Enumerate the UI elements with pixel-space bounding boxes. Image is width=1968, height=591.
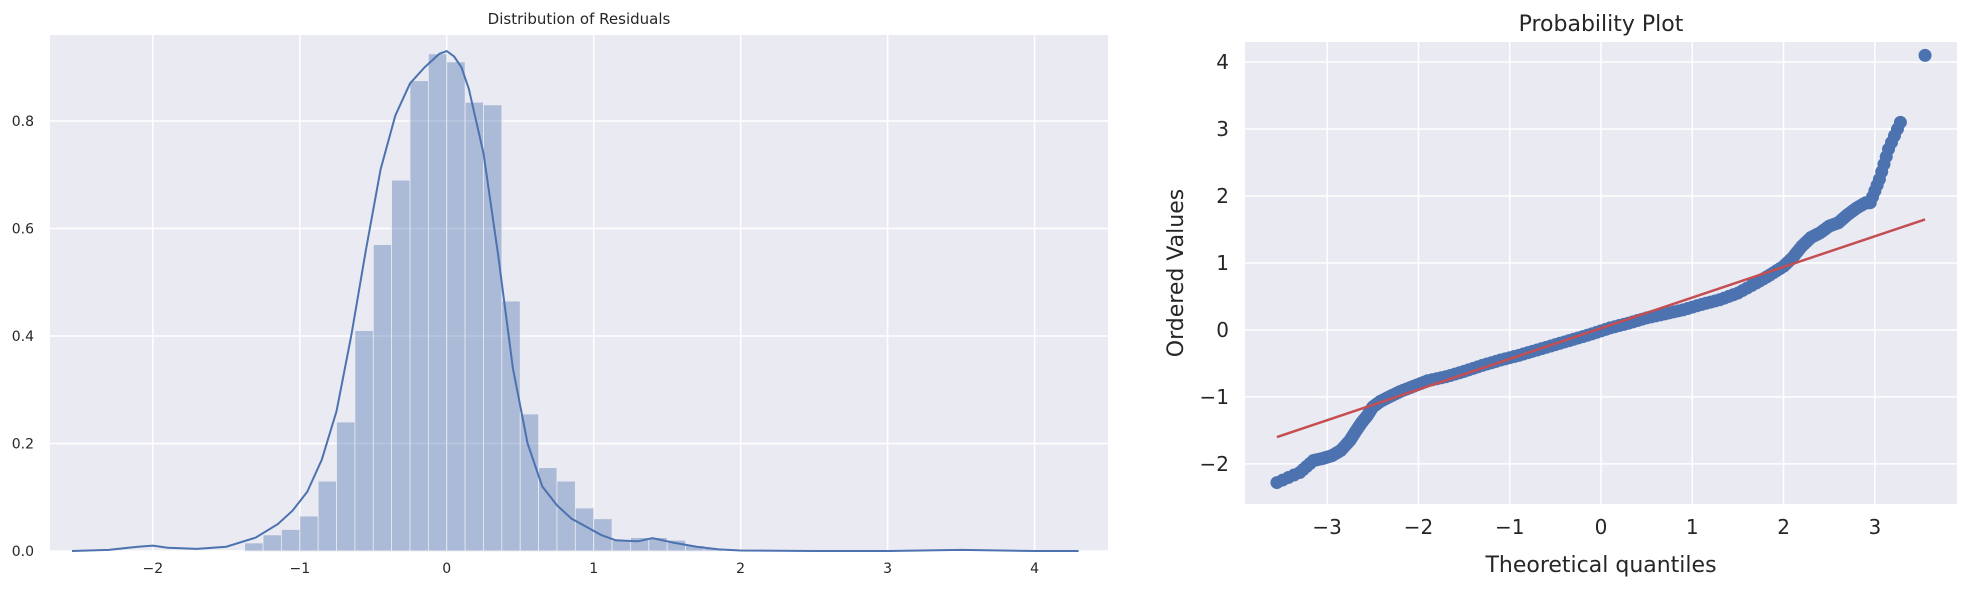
x-tick-label: −1 xyxy=(1495,515,1524,539)
histogram-bars xyxy=(244,53,723,552)
x-tick-label: −2 xyxy=(143,561,164,577)
histogram-bar xyxy=(354,330,374,552)
data-point xyxy=(1893,115,1907,129)
kde-curve xyxy=(71,49,1079,552)
chart-title: Probability Plot xyxy=(1519,12,1684,37)
gridlines xyxy=(1245,42,1957,504)
fit-line xyxy=(1276,218,1926,439)
x-tick-label: 0 xyxy=(442,561,451,577)
y-tick-label: 0 xyxy=(1216,318,1229,342)
x-tick-label: 4 xyxy=(1030,561,1039,577)
x-tick-label: −2 xyxy=(1404,515,1433,539)
histogram-bar xyxy=(501,300,521,552)
x-tick-label: 1 xyxy=(1686,515,1699,539)
y-tick-label: −1 xyxy=(1200,385,1229,409)
y-tick-label: 0.8 xyxy=(12,114,34,130)
histogram-bar xyxy=(538,467,558,552)
y-axis-label: Ordered Values xyxy=(1164,189,1189,357)
y-tick-labels: −2 −1 0 1 2 3 4 xyxy=(1200,50,1229,476)
y-tick-label: 2 xyxy=(1216,184,1229,208)
x-tick-label: 2 xyxy=(1777,515,1790,539)
histogram-bar xyxy=(372,244,393,552)
histogram-bar xyxy=(427,53,448,552)
y-tick-label: 0.4 xyxy=(12,329,34,345)
histogram-bar xyxy=(299,515,319,552)
histogram-bar xyxy=(409,80,429,552)
x-tick-label: −3 xyxy=(1312,515,1341,539)
plot-area-background xyxy=(50,35,1108,551)
x-tick-label: 1 xyxy=(589,561,598,577)
x-tick-labels: −3 −2 −1 0 1 2 3 xyxy=(1312,515,1881,539)
y-tick-labels: 0.0 0.2 0.4 0.6 0.8 xyxy=(12,114,34,560)
histogram-bar xyxy=(336,421,356,552)
x-tick-label: 0 xyxy=(1595,515,1608,539)
histogram-bar xyxy=(611,539,631,552)
histogram-bar xyxy=(317,480,337,552)
y-tick-label: 0.6 xyxy=(12,222,34,238)
x-tick-label: 3 xyxy=(1868,515,1881,539)
data-point xyxy=(1918,48,1932,62)
chart-title: Distribution of Residuals xyxy=(488,10,671,28)
histogram-bar xyxy=(464,101,484,552)
y-tick-label: 3 xyxy=(1216,117,1229,141)
x-tick-labels: −2 −1 0 1 2 3 4 xyxy=(143,561,1040,577)
x-tick-label: 3 xyxy=(883,561,892,577)
histogram-bar xyxy=(556,480,576,552)
histogram-bar xyxy=(262,534,282,552)
residuals-distribution-panel: −2 −1 0 1 2 3 4 0.0 0.2 0.4 0.6 0.8 Distribution o… xyxy=(12,10,1108,577)
x-tick-label: 2 xyxy=(736,561,745,577)
y-tick-label: 4 xyxy=(1216,50,1229,74)
histogram-bar xyxy=(446,61,466,552)
probability-plot-panel: −3 −2 −1 0 1 2 3 −2 −1 0 1 2 3 4 Probability Plot Th… xyxy=(1164,12,1957,578)
histogram-bar xyxy=(519,413,539,552)
y-tick-label: 1 xyxy=(1216,251,1229,275)
x-axis-label: Theoretical quantiles xyxy=(1484,553,1716,578)
y-tick-label: 0.0 xyxy=(12,544,34,560)
y-tick-label: −2 xyxy=(1200,452,1229,476)
histogram-bar xyxy=(281,529,301,552)
histogram-bar xyxy=(244,542,264,552)
scatter-points xyxy=(1270,48,1932,490)
x-tick-label: −1 xyxy=(289,561,310,577)
histogram-bar xyxy=(391,179,411,552)
y-tick-label: 0.2 xyxy=(12,437,34,453)
